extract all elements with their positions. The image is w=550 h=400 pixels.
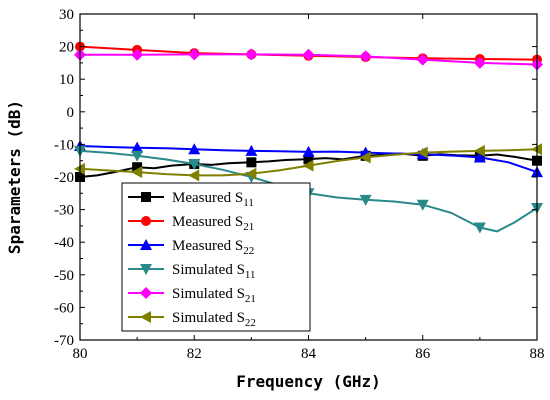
- legend-label-subscript: 21: [245, 293, 256, 305]
- y-tick-label: 0: [67, 105, 75, 121]
- y-tick-label: 30: [59, 7, 74, 23]
- data-point: [188, 158, 201, 170]
- axes-layer: 80 82 84 86 88 -70 -60 -50 -40 -30 -20 -10 0 10 20 30: [54, 7, 545, 362]
- data-point: [188, 48, 201, 61]
- legend-label-subscript: 11: [243, 197, 254, 209]
- legend-label: Simulated S22: [172, 310, 256, 329]
- y-tick-label: -50: [54, 268, 74, 284]
- legend-label-subscript: 21: [243, 221, 254, 233]
- x-tick-label: 88: [530, 346, 545, 362]
- data-point: [302, 145, 315, 157]
- data-point: [131, 141, 144, 153]
- y-tick-label: -70: [54, 333, 74, 349]
- y-tick-label: -10: [54, 137, 74, 153]
- legend-marker: [140, 287, 152, 299]
- legend-label: Measured S22: [172, 238, 254, 257]
- y-tick-label: -40: [54, 235, 74, 251]
- data-point: [359, 194, 372, 206]
- data-point: [131, 48, 144, 61]
- data-point: [473, 144, 485, 157]
- data-point: [131, 150, 144, 162]
- legend-label: Simulated S21: [172, 286, 256, 305]
- legend-marker: [140, 239, 152, 250]
- legend-label: Measured S21: [172, 214, 254, 233]
- series-5: [74, 143, 542, 182]
- data-point: [416, 146, 428, 159]
- data-point: [245, 167, 257, 180]
- y-tick-label: -20: [54, 170, 74, 186]
- legend-marker: [141, 216, 151, 226]
- legend-label: Measured S11: [172, 190, 254, 209]
- data-point: [245, 144, 258, 156]
- legend-label-main: Measured S: [172, 190, 243, 206]
- data-point: [473, 222, 486, 234]
- legend-label-main: Simulated S: [172, 286, 245, 302]
- data-point: [473, 151, 486, 163]
- legend-item: Simulated S11: [128, 262, 256, 281]
- data-point: [359, 151, 371, 164]
- data-point: [416, 199, 429, 211]
- series-layer: [74, 41, 543, 234]
- legend-marker: [141, 192, 151, 202]
- data-point: [302, 48, 315, 61]
- data-point: [132, 162, 143, 173]
- data-point: [359, 50, 372, 63]
- y-axis-title: Sparameters (dB): [5, 100, 24, 254]
- legend-item: Simulated S22: [128, 310, 256, 329]
- legend-item: Measured S11: [128, 190, 254, 209]
- y-tick-label: 20: [59, 40, 74, 56]
- legend-label: Simulated S11: [172, 262, 256, 281]
- legend-item: Measured S21: [128, 214, 254, 233]
- legend-label-main: Simulated S: [172, 262, 245, 278]
- legend-marker: [140, 311, 151, 323]
- data-point: [246, 157, 257, 168]
- legend-marker: [140, 264, 152, 275]
- legend-label-subscript: 11: [245, 269, 256, 281]
- y-tick-label: -60: [54, 300, 74, 316]
- y-tick-label: -30: [54, 203, 74, 219]
- legend-label-subscript: 22: [243, 245, 254, 257]
- data-point: [473, 56, 486, 69]
- legend-item: Measured S22: [128, 238, 254, 257]
- x-axis-title: Frequency (GHz): [236, 372, 381, 391]
- data-point: [302, 159, 314, 172]
- legend-label-main: Simulated S: [172, 310, 245, 326]
- data-point: [303, 154, 314, 165]
- data-point: [245, 48, 258, 61]
- legend-item: Simulated S21: [128, 286, 256, 305]
- x-tick-label: 84: [301, 346, 317, 362]
- legend-label-main: Measured S: [172, 238, 243, 254]
- data-point: [188, 169, 200, 182]
- x-tick-label: 86: [415, 346, 431, 362]
- data-point: [188, 143, 201, 155]
- legend-label-subscript: 22: [245, 317, 256, 329]
- legend-label-main: Measured S: [172, 214, 243, 230]
- x-tick-label: 80: [73, 346, 88, 362]
- x-tick-label: 82: [187, 346, 202, 362]
- y-tick-label: 10: [59, 72, 74, 88]
- legend-box: [121, 182, 311, 332]
- data-point: [131, 166, 143, 179]
- data-point: [416, 53, 429, 66]
